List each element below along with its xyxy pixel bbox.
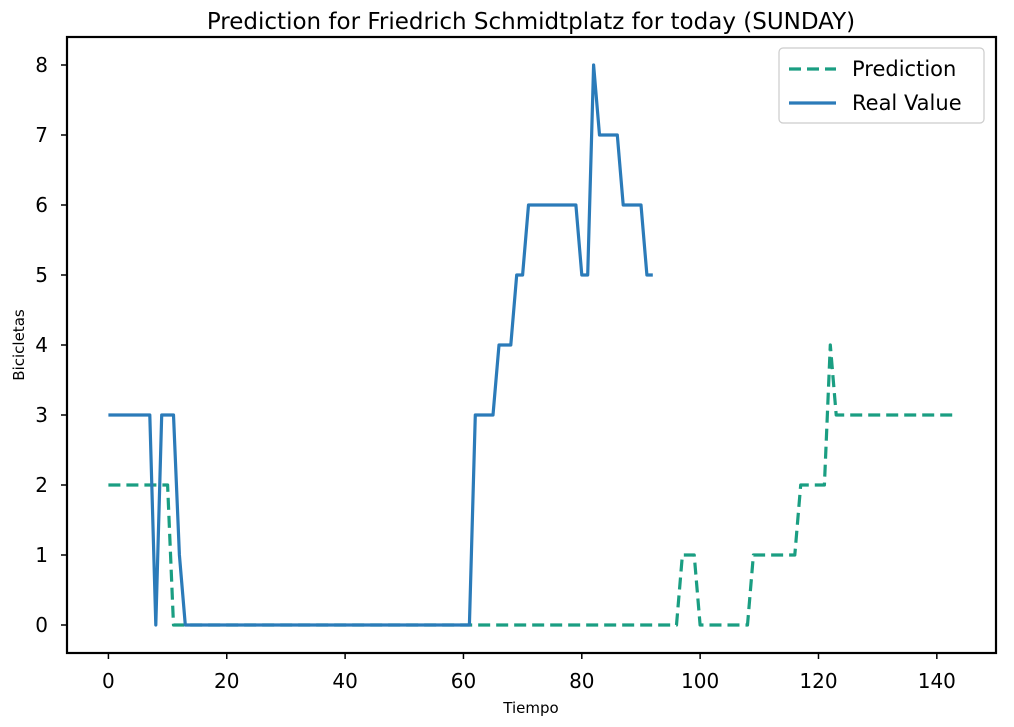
y-tick-label: 7 bbox=[35, 123, 48, 147]
legend-label: Prediction bbox=[852, 57, 956, 81]
y-tick-label: 2 bbox=[35, 473, 48, 497]
y-tick-label: 0 bbox=[35, 613, 48, 637]
series-layer bbox=[108, 63, 955, 627]
x-tick-label: 100 bbox=[681, 669, 719, 693]
y-tick-label: 6 bbox=[35, 193, 48, 217]
plot-frame bbox=[65, 35, 998, 655]
x-tick-label: 80 bbox=[569, 669, 594, 693]
y-axis-ticks: 0 1 2 3 4 5 6 7 8 bbox=[35, 53, 67, 637]
series-line-real-value bbox=[108, 63, 653, 627]
x-tick-label: 60 bbox=[451, 669, 476, 693]
x-tick-label: 20 bbox=[214, 669, 239, 693]
y-tick-label: 1 bbox=[35, 543, 48, 567]
x-tick-label: 40 bbox=[332, 669, 357, 693]
chart-title: Prediction for Friedrich Schmidtplatz fo… bbox=[207, 9, 855, 35]
x-tick-label: 140 bbox=[918, 669, 956, 693]
y-tick-label: 4 bbox=[35, 333, 48, 357]
x-tick-label: 120 bbox=[799, 669, 837, 693]
x-axis-ticks: 0 20 40 60 80 100 120 140 bbox=[102, 653, 956, 693]
series-line-prediction bbox=[108, 343, 955, 627]
y-tick-label: 8 bbox=[35, 53, 48, 77]
y-axis-title: Bicicletas bbox=[10, 309, 28, 381]
legend-label: Real Value bbox=[852, 91, 962, 115]
y-tick-label: 3 bbox=[35, 403, 48, 427]
x-axis-title: Tiempo bbox=[502, 699, 558, 717]
legend: Prediction Real Value bbox=[778, 47, 985, 124]
y-tick-label: 5 bbox=[35, 263, 48, 287]
x-tick-label: 0 bbox=[102, 669, 115, 693]
